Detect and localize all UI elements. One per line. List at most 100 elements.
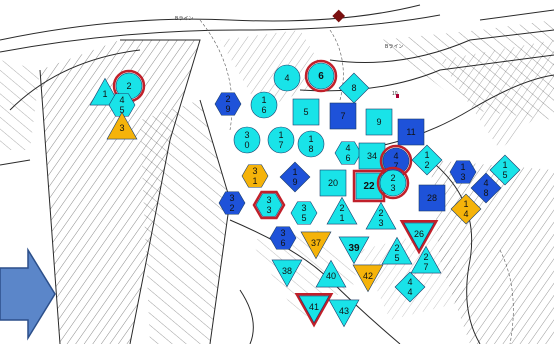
marker-4-6-16[interactable]: 46 <box>334 141 362 165</box>
marker-26-38[interactable]: 26 <box>399 220 439 255</box>
marker-shape-square <box>292 98 320 126</box>
marker-label: 26 <box>414 229 424 239</box>
marker-2-7-40[interactable]: 27 <box>410 245 442 274</box>
marker-shape-hexagon <box>218 191 246 215</box>
marker-shape-hexagon <box>214 92 242 116</box>
marker-3-6-35[interactable]: 36 <box>269 226 297 250</box>
marker-42-43[interactable]: 42 <box>352 264 384 293</box>
marker-label: 43 <box>339 306 349 316</box>
marker-shape-triangle-down <box>271 259 303 288</box>
marker-shape-hexagon <box>241 164 269 188</box>
marker-1-6-8[interactable]: 16 <box>250 91 278 119</box>
marker-label: 1 <box>463 199 468 209</box>
marker-3-5-32[interactable]: 35 <box>290 201 318 225</box>
marker-label: 41 <box>309 302 319 312</box>
marker-shape-diamond <box>489 154 521 186</box>
left-arrow-icon[interactable] <box>0 247 56 341</box>
marker-4-5-2[interactable]: 45 <box>108 93 136 117</box>
marker-4-5[interactable]: 4 <box>273 64 301 92</box>
marker-label: 9 <box>292 177 297 187</box>
marker-37-36[interactable]: 37 <box>300 231 332 260</box>
marker-label: 2 <box>394 243 399 253</box>
marker-shape-square <box>365 108 393 136</box>
marker-shape-triangle-up <box>315 259 347 288</box>
marker-label: 3 <box>378 218 383 228</box>
marker-shape-hexagon <box>290 201 318 225</box>
marker-label: 4 <box>463 209 468 219</box>
marker-shape-hexagon <box>269 226 297 250</box>
marker-label: 11 <box>406 127 415 137</box>
marker-1-4-29[interactable]: 14 <box>450 193 482 225</box>
marker-2-3-34[interactable]: 23 <box>365 201 397 230</box>
marker-label: 3 <box>266 205 271 215</box>
marker-2-9-4[interactable]: 29 <box>214 92 242 116</box>
marker-38-41[interactable]: 38 <box>271 259 303 288</box>
road-label-2: Bライン <box>385 44 403 50</box>
marker-3-2-30[interactable]: 32 <box>218 191 246 215</box>
marker-label: 1 <box>502 160 507 170</box>
marker-shape-square <box>319 169 347 197</box>
marker-label: 9 <box>225 104 230 114</box>
marker-label: 1 <box>308 134 313 144</box>
marker-shape-triangle-down <box>403 222 435 251</box>
marker-6-6[interactable]: 6 <box>304 59 338 93</box>
marker-1-2-19[interactable]: 12 <box>411 144 443 176</box>
marker-label: 3 <box>252 166 257 176</box>
marker-label: 3 <box>266 195 271 205</box>
marker-label: 6 <box>261 105 266 115</box>
marker-1-5-21[interactable]: 15 <box>489 154 521 186</box>
marker-label: 3 <box>390 183 395 193</box>
marker-label: 28 <box>427 193 437 203</box>
marker-1-7-14[interactable]: 17 <box>267 126 295 154</box>
marker-label: 4 <box>483 178 488 188</box>
marker-3-3-31[interactable]: 33 <box>252 190 286 220</box>
marker-label: 1 <box>261 95 266 105</box>
marker-label: 4 <box>393 151 398 161</box>
marker-label: 1 <box>102 89 107 99</box>
marker-9-11[interactable]: 9 <box>365 108 393 136</box>
marker-label: 3 <box>229 193 234 203</box>
marker-label: 7 <box>278 140 283 150</box>
marker-40-42[interactable]: 40 <box>315 259 347 288</box>
marker-1-3-20[interactable]: 13 <box>449 160 477 184</box>
marker-label: 3 <box>280 228 285 238</box>
marker-shape-triangle-down <box>328 299 360 328</box>
marker-2-3-26[interactable]: 23 <box>376 166 410 200</box>
marker-shape-circle <box>297 130 325 158</box>
marker-7-10[interactable]: 7 <box>329 102 357 130</box>
marker-41-45[interactable]: 41 <box>294 293 334 328</box>
marker-label: 2 <box>225 94 230 104</box>
marker-label: 1 <box>424 150 429 160</box>
marker-shape-diamond <box>279 161 311 193</box>
marker-4-8-28[interactable]: 48 <box>470 172 502 204</box>
marker-5-9[interactable]: 5 <box>292 98 320 126</box>
marker-label: 5 <box>502 170 507 180</box>
marker-3-0-13[interactable]: 30 <box>233 126 261 154</box>
marker-3-1-22[interactable]: 31 <box>241 164 269 188</box>
marker-shape-diamond <box>411 144 443 176</box>
marker-1-9-23[interactable]: 19 <box>279 161 311 193</box>
marker-label: 3 <box>119 123 124 133</box>
marker-1-8-15[interactable]: 18 <box>297 130 325 158</box>
marker-shape-hexagon <box>334 141 362 165</box>
marker-label: 2 <box>126 81 131 91</box>
marker-2-5-39[interactable]: 25 <box>381 236 413 265</box>
marker-28-27[interactable]: 28 <box>418 184 446 212</box>
marker-outline <box>252 190 286 220</box>
marker-43-46[interactable]: 43 <box>328 299 360 328</box>
marker-shape-diamond <box>470 172 502 204</box>
marker-11-12[interactable]: 11 <box>397 118 425 146</box>
marker-39-37[interactable]: 39 <box>338 236 370 265</box>
marker-20-24[interactable]: 20 <box>319 169 347 197</box>
marker-shape-circle <box>307 62 335 90</box>
marker-label: 4 <box>119 95 124 105</box>
marker-label: 4 <box>407 287 412 297</box>
marker-label: 5 <box>303 107 308 117</box>
marker-label: 3 <box>301 203 306 213</box>
marker-shape-diamond <box>394 271 426 303</box>
marker-4-4-44[interactable]: 44 <box>394 271 426 303</box>
marker-2-1-33[interactable]: 21 <box>326 196 358 225</box>
marker-shape-triangle-up <box>410 245 442 274</box>
marker-3-3[interactable]: 3 <box>106 111 138 140</box>
